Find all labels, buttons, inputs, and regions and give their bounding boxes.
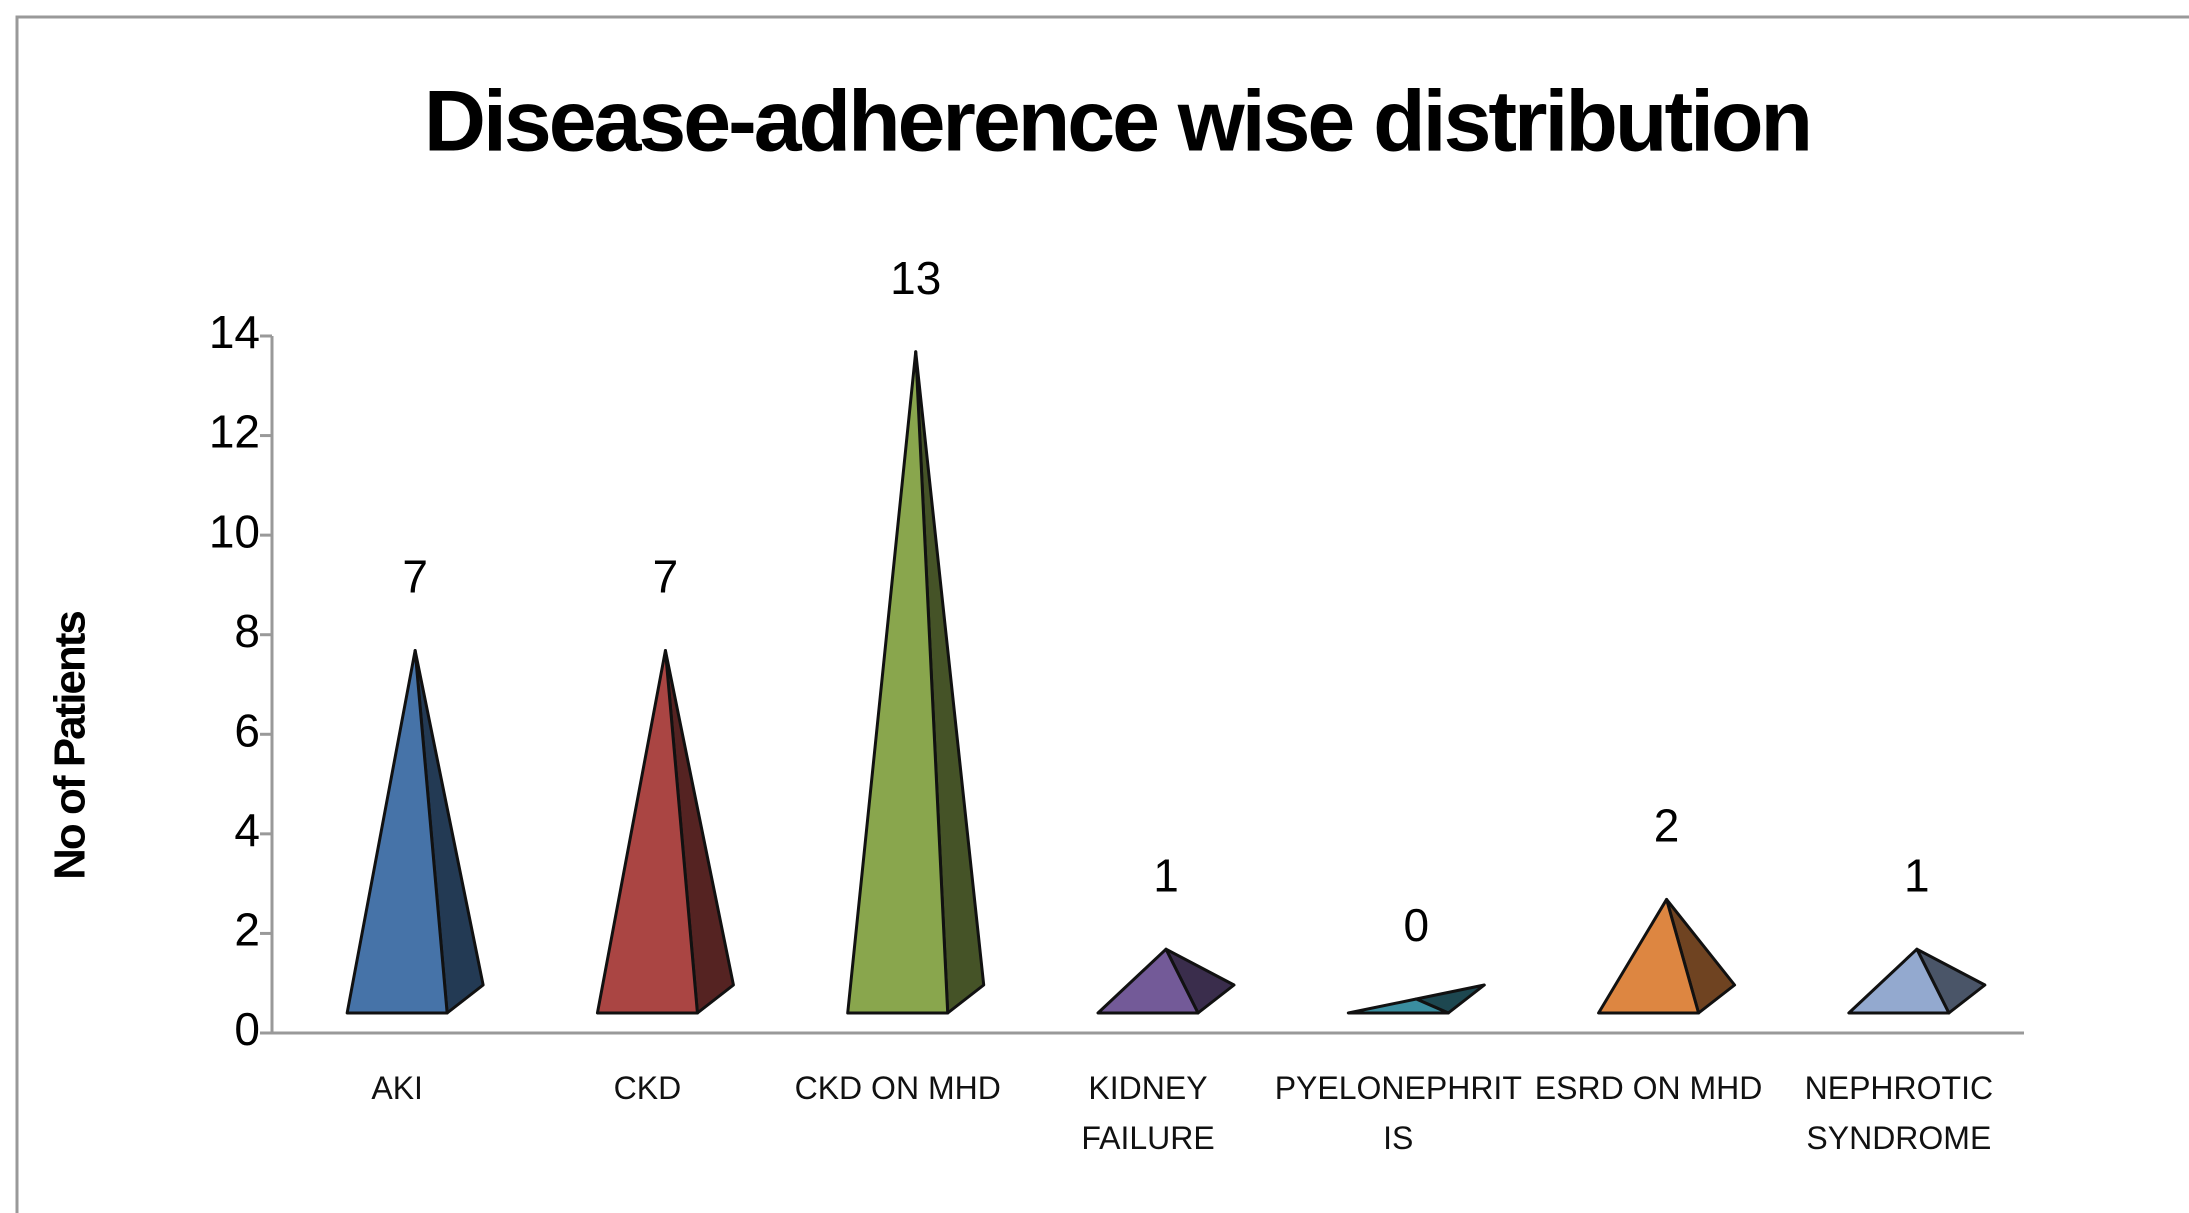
y-tick-label: 10: [209, 505, 260, 557]
y-axis-label: No of Patients: [46, 612, 95, 880]
y-tick-label: 8: [234, 605, 260, 657]
pyramid-face: [595, 649, 699, 1015]
data-label: 1: [1904, 849, 1930, 901]
pyramid-face: [1847, 947, 1951, 1015]
y-tick-label: 0: [234, 1003, 260, 1055]
y-tick-label: 2: [234, 904, 260, 956]
x-tick-label: ESRD ON MHD: [1534, 1070, 1763, 1106]
x-tick-label: AKI: [371, 1070, 423, 1106]
pyramid-face: [1096, 947, 1200, 1015]
pyramid: [846, 350, 986, 1015]
pyramid: [595, 649, 735, 1015]
y-tick-label: 6: [234, 704, 260, 756]
pyramid-face: [846, 350, 950, 1015]
y-tick-label: 4: [234, 804, 260, 856]
data-label: 1: [1153, 849, 1179, 901]
pyramid-face: [1597, 897, 1701, 1015]
data-label: 7: [653, 551, 679, 603]
pyramid: [1847, 947, 1987, 1015]
pyramid: [1597, 897, 1737, 1015]
chart-title: Disease-adherence wise distribution: [424, 74, 1810, 170]
pyramid-face: [1346, 997, 1450, 1015]
x-tick-label: NEPHROTIC SYNDROME: [1804, 1070, 1994, 1156]
pyramid-face: [345, 649, 449, 1015]
pyramid: [1346, 983, 1486, 1015]
pyramid: [345, 649, 485, 1015]
data-label: 0: [1403, 899, 1429, 951]
x-tick-label: CKD: [613, 1070, 682, 1106]
data-label: 13: [890, 252, 941, 304]
y-tick-label: 12: [209, 406, 260, 458]
pyramid: [1096, 947, 1236, 1015]
y-tick-label: 14: [209, 306, 260, 358]
frame: [15, 15, 2189, 1213]
x-tick-label: KIDNEY FAILURE: [1081, 1070, 1215, 1156]
data-label: 2: [1654, 800, 1680, 852]
x-tick-label: CKD ON MHD: [794, 1070, 1001, 1106]
x-tick-label: PYELONEPHRITIS: [1274, 1070, 1522, 1156]
data-label: 7: [402, 551, 428, 603]
